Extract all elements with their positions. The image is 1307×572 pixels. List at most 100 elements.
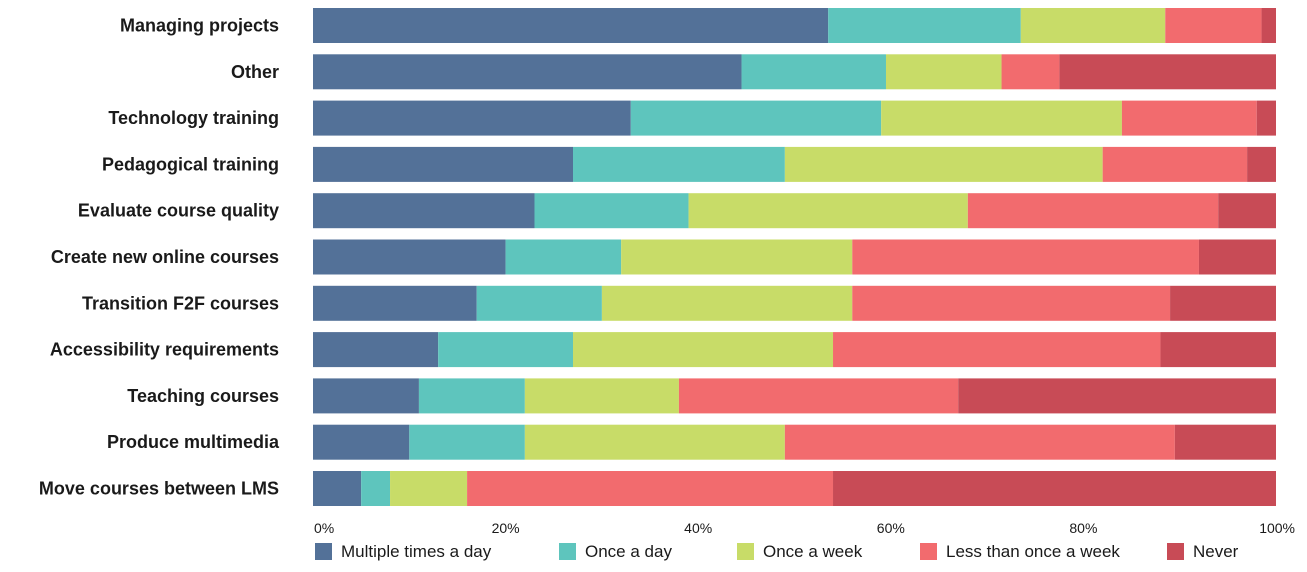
bar-segment-evaluate-course-quality-once-a-day xyxy=(534,193,689,229)
legend-swatch-multiple-times-a-day xyxy=(315,543,332,560)
category-label-managing-projects: Managing projects xyxy=(120,16,279,36)
bar-segment-create-new-online-courses-once-a-day xyxy=(505,239,622,275)
bar-segment-teaching-courses-less-than-once-a-week xyxy=(678,378,959,414)
bar-row-transition-f2f-courses xyxy=(313,285,1276,321)
bar-segment-pedagogical-training-less-than-once-a-week xyxy=(1102,146,1248,182)
legend-label-once-a-week: Once a week xyxy=(763,542,863,561)
bar-segment-produce-multimedia-once-a-day xyxy=(409,424,525,460)
legend: Multiple times a day Once a day Once a wee… xyxy=(315,542,1239,561)
category-label-move-courses-between-lms: Move courses between LMS xyxy=(39,479,279,499)
x-tick-label: 40% xyxy=(684,520,712,536)
category-label-evaluate-course-quality: Evaluate course quality xyxy=(78,201,279,221)
bar-segment-transition-f2f-courses-multiple-times-a-day xyxy=(313,285,477,321)
bar-row-evaluate-course-quality xyxy=(313,193,1276,229)
bar-segment-teaching-courses-once-a-week xyxy=(524,378,679,414)
bar-row-managing-projects xyxy=(313,8,1276,43)
x-axis-ticks-group: 0% 20% 40% 60% 80% 100% xyxy=(314,520,1295,536)
category-label-create-new-online-courses: Create new online courses xyxy=(51,247,279,267)
category-label-produce-multimedia: Produce multimedia xyxy=(107,432,280,452)
bar-segment-other-less-than-once-a-week xyxy=(1001,54,1060,90)
bar-segment-managing-projects-once-a-week xyxy=(1020,8,1166,43)
legend-label-multiple-times-a-day: Multiple times a day xyxy=(341,542,492,561)
legend-item-once-a-week: Once a week xyxy=(737,542,863,561)
legend-swatch-less-than-once-a-week xyxy=(920,543,937,560)
category-label-transition-f2f-courses: Transition F2F courses xyxy=(82,293,279,313)
bar-segment-produce-multimedia-once-a-week xyxy=(524,424,785,460)
x-tick-label: 80% xyxy=(1069,520,1097,536)
legend-item-never: Never xyxy=(1167,542,1239,561)
bar-row-other xyxy=(313,54,1276,90)
bar-segment-create-new-online-courses-once-a-week xyxy=(621,239,853,275)
bar-segment-other-never xyxy=(1059,54,1276,90)
legend-label-never: Never xyxy=(1193,542,1239,561)
bar-segment-accessibility-requirements-multiple-times-a-day xyxy=(313,332,439,368)
bar-segment-pedagogical-training-once-a-week xyxy=(784,146,1103,182)
bar-segment-teaching-courses-multiple-times-a-day xyxy=(313,378,419,414)
bar-segment-transition-f2f-courses-never xyxy=(1170,285,1276,321)
bar-segment-managing-projects-multiple-times-a-day xyxy=(313,8,829,43)
category-label-other: Other xyxy=(231,62,279,82)
x-tick-label: 60% xyxy=(877,520,905,536)
bar-segment-technology-training-never xyxy=(1256,100,1276,136)
legend-label-once-a-day: Once a day xyxy=(585,542,672,561)
bars-group xyxy=(313,8,1276,506)
legend-swatch-once-a-week xyxy=(737,543,754,560)
bar-segment-accessibility-requirements-never xyxy=(1160,332,1276,368)
bar-segment-transition-f2f-courses-once-a-day xyxy=(476,285,602,321)
bar-row-move-courses-between-lms xyxy=(313,471,1276,506)
bar-segment-accessibility-requirements-less-than-once-a-week xyxy=(833,332,1161,368)
bar-row-accessibility-requirements xyxy=(313,332,1276,368)
bar-segment-evaluate-course-quality-once-a-week xyxy=(688,193,968,229)
bar-segment-accessibility-requirements-once-a-day xyxy=(438,332,574,368)
bar-segment-pedagogical-training-once-a-day xyxy=(573,146,785,182)
legend-swatch-once-a-day xyxy=(559,543,576,560)
bar-segment-evaluate-course-quality-never xyxy=(1218,193,1276,229)
bar-segment-technology-training-once-a-week xyxy=(881,100,1122,136)
bar-row-create-new-online-courses xyxy=(313,239,1276,275)
bar-segment-other-once-a-day xyxy=(741,54,886,90)
category-label-technology-training: Technology training xyxy=(108,108,279,128)
bar-segment-produce-multimedia-never xyxy=(1174,424,1276,460)
bar-segment-create-new-online-courses-multiple-times-a-day xyxy=(313,239,506,275)
bar-row-teaching-courses xyxy=(313,378,1276,414)
bar-segment-transition-f2f-courses-less-than-once-a-week xyxy=(852,285,1171,321)
legend-item-once-a-day: Once a day xyxy=(559,542,672,561)
bar-segment-move-courses-between-lms-multiple-times-a-day xyxy=(313,471,362,506)
legend-label-less-than-once-a-week: Less than once a week xyxy=(946,542,1120,561)
bar-segment-other-multiple-times-a-day xyxy=(313,54,742,90)
bar-segment-managing-projects-less-than-once-a-week xyxy=(1165,8,1262,43)
bar-segment-pedagogical-training-multiple-times-a-day xyxy=(313,146,574,182)
category-label-accessibility-requirements: Accessibility requirements xyxy=(50,340,279,360)
bar-segment-technology-training-less-than-once-a-week xyxy=(1121,100,1257,136)
bar-segment-produce-multimedia-less-than-once-a-week xyxy=(784,424,1175,460)
legend-swatch-never xyxy=(1167,543,1184,560)
bar-segment-evaluate-course-quality-multiple-times-a-day xyxy=(313,193,535,229)
legend-item-less-than-once-a-week: Less than once a week xyxy=(920,542,1120,561)
bar-segment-other-once-a-week xyxy=(885,54,1002,90)
bar-segment-move-courses-between-lms-never xyxy=(833,471,1276,506)
bar-segment-managing-projects-once-a-day xyxy=(828,8,1021,43)
bar-segment-produce-multimedia-multiple-times-a-day xyxy=(313,424,410,460)
bar-segment-managing-projects-never xyxy=(1261,8,1276,43)
bar-segment-transition-f2f-courses-once-a-week xyxy=(601,285,853,321)
bar-segment-teaching-courses-once-a-day xyxy=(418,378,525,414)
legend-item-multiple-times-a-day: Multiple times a day xyxy=(315,542,492,561)
bar-segment-create-new-online-courses-never xyxy=(1198,239,1276,275)
bar-segment-pedagogical-training-never xyxy=(1247,146,1276,182)
bar-segment-technology-training-once-a-day xyxy=(630,100,882,136)
category-labels-group: Managing projects Other Technology trainin… xyxy=(39,16,280,499)
bar-segment-move-courses-between-lms-less-than-once-a-week xyxy=(467,471,834,506)
bar-segment-evaluate-course-quality-less-than-once-a-week xyxy=(967,193,1219,229)
x-tick-label: 0% xyxy=(314,520,334,536)
category-label-teaching-courses: Teaching courses xyxy=(127,386,279,406)
bar-segment-create-new-online-courses-less-than-once-a-week xyxy=(852,239,1199,275)
bar-segment-technology-training-multiple-times-a-day xyxy=(313,100,631,136)
bar-row-pedagogical-training xyxy=(313,146,1276,182)
bar-segment-accessibility-requirements-once-a-week xyxy=(573,332,834,368)
bar-segment-teaching-courses-never xyxy=(958,378,1276,414)
bar-row-technology-training xyxy=(313,100,1276,136)
x-tick-label: 100% xyxy=(1259,520,1295,536)
bar-row-produce-multimedia xyxy=(313,424,1276,460)
